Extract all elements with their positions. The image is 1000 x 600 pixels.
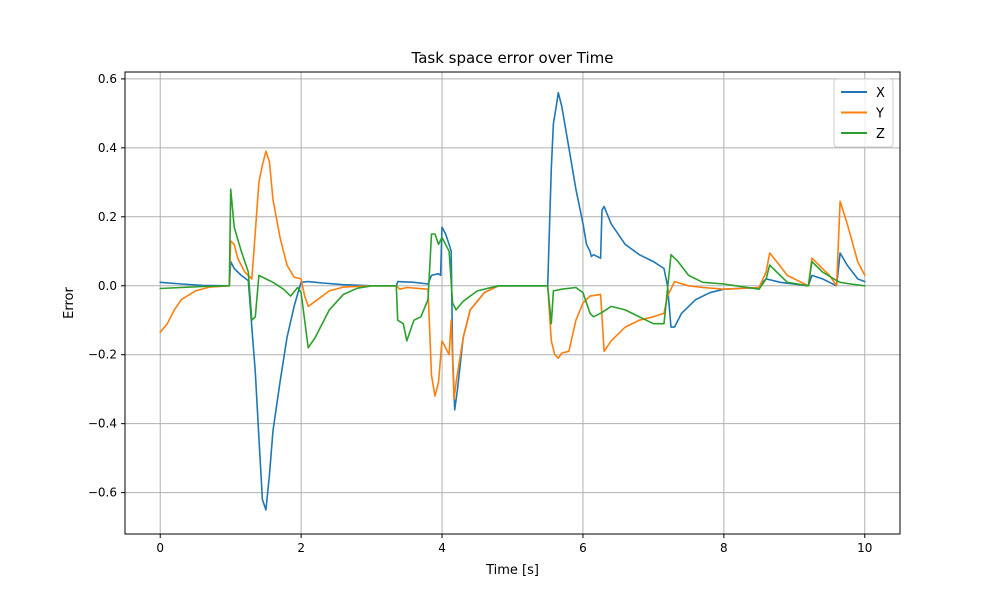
- legend-label: Z: [876, 127, 885, 142]
- y-tick-label: −0.4: [88, 417, 117, 431]
- x-tick-label: 10: [857, 541, 872, 555]
- legend-label: Y: [875, 107, 884, 122]
- chart-title: Task space error over Time: [411, 49, 614, 67]
- series-lines: [159, 91, 866, 511]
- x-tick-label: 8: [720, 541, 728, 555]
- legend-label: X: [876, 86, 885, 101]
- y-tick-label: 0.4: [98, 141, 117, 155]
- y-tick-label: −0.6: [88, 486, 117, 500]
- plot-frame: [124, 71, 901, 535]
- y-tick-label: −0.2: [88, 348, 117, 362]
- series-line-z: [159, 188, 866, 349]
- x-tick-label: 4: [438, 541, 446, 555]
- axis-ticks: 0 2 4 6 8 10 −0.6 −0.4 −0.2 0.0 0.2 0.4 0.6: [88, 72, 873, 555]
- legend: XYZ: [833, 78, 894, 148]
- x-tick-label: 6: [579, 541, 587, 555]
- y-tick-label: 0.2: [98, 210, 117, 224]
- x-axis-label: Time [s]: [485, 563, 539, 578]
- x-tick-label: 0: [156, 541, 164, 555]
- y-tick-label: 0.6: [98, 72, 117, 86]
- y-tick-label: 0.0: [98, 279, 117, 293]
- x-tick-label: 2: [297, 541, 305, 555]
- y-axis-label: Error: [62, 287, 77, 319]
